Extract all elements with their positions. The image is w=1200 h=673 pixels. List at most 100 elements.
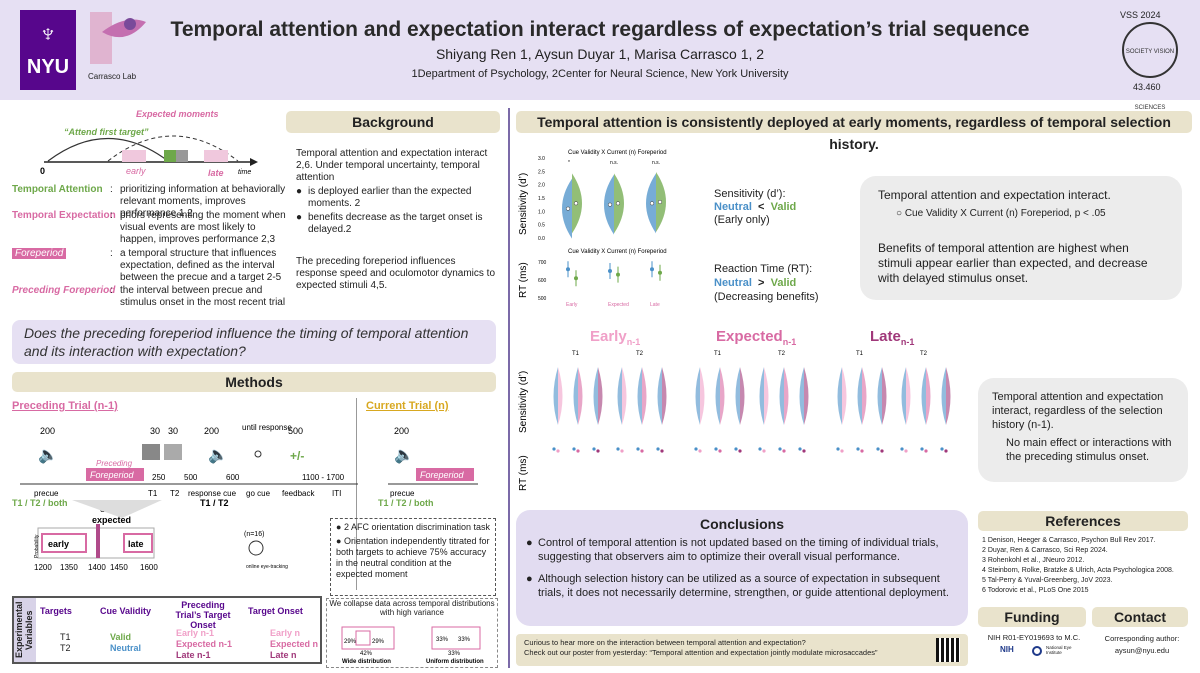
small-violin-neutral bbox=[553, 367, 558, 425]
nih-logo: NIH bbox=[1000, 645, 1014, 654]
rt-tick-500: 500 bbox=[538, 296, 547, 302]
small-rt-point-neutral bbox=[856, 447, 860, 451]
ref-6: 6 Todorovic et al., PLoS One 2015 bbox=[982, 587, 1089, 594]
carrasco-lab-logo: Carrasco Lab bbox=[88, 10, 148, 81]
nei-eye-icon bbox=[1032, 646, 1042, 656]
n1-charts: Sensitivity (d’) RT (ms) T1 T2 T1 T2 T1 T2 bbox=[518, 351, 951, 491]
small-rt-point bbox=[904, 449, 908, 453]
probability-label: Probability bbox=[34, 534, 40, 558]
def-text-2: priors representing the moment when visu… bbox=[120, 210, 286, 245]
rt-points: 700 600 500 Early Expected Late bbox=[538, 260, 662, 308]
small-violin-valid bbox=[906, 367, 911, 425]
panel-target-label: T2 bbox=[636, 351, 644, 357]
result-box-1: Temporal attention and expectation inter… bbox=[860, 176, 1182, 300]
preceding-label: Preceding bbox=[96, 459, 133, 468]
mean-neutral-early bbox=[565, 206, 571, 211]
feedback-icon: +/- bbox=[290, 449, 304, 463]
y-tick-1.0: 1.0 bbox=[538, 209, 545, 215]
small-rt-point-neutral bbox=[900, 447, 904, 451]
late-label: late bbox=[208, 168, 224, 178]
current-foreperiod-text: Foreperiod bbox=[420, 470, 465, 480]
rt-tick-700: 700 bbox=[538, 260, 547, 266]
y-ticks: 3.0 2.5 2.0 1.5 1.0 0.5 0.0 bbox=[538, 156, 545, 242]
small-rt-point-neutral bbox=[656, 447, 660, 451]
lab-name: Carrasco Lab bbox=[88, 72, 137, 81]
time-response: until response bbox=[242, 423, 292, 432]
def-term-3: Foreperiod bbox=[12, 248, 117, 260]
grant-text: NIH R01-EY019693 to M.C. bbox=[987, 633, 1081, 642]
distribution-icons: 29% 29% 42% Wide distribution 33% 33% 33… bbox=[341, 626, 484, 665]
targets-label: T1 / T2 / both bbox=[12, 498, 68, 508]
small-rt-point-neutral bbox=[572, 447, 576, 451]
small-rt-point bbox=[660, 449, 664, 453]
preceding-foreperiod-text: Foreperiod bbox=[90, 470, 135, 480]
axis-1350: 1350 bbox=[60, 563, 78, 572]
uniform-dist-icon bbox=[431, 626, 481, 650]
contact-email[interactable]: aysun@nyu.edu bbox=[1114, 646, 1170, 655]
grating-t1-icon bbox=[142, 444, 160, 460]
def-term-1: Temporal Attention bbox=[12, 184, 103, 195]
sig-expected: n.s. bbox=[610, 160, 618, 166]
current-foreperiod-box bbox=[416, 468, 474, 481]
small-violin-neutral bbox=[779, 367, 784, 425]
attend-first-label: “Attend first target” bbox=[64, 127, 149, 137]
conclusions-heading: Conclusions bbox=[699, 516, 784, 532]
axis-1600: 1600 bbox=[140, 563, 158, 572]
funding-heading: Funding bbox=[978, 607, 1086, 627]
label-current-precue: precue bbox=[390, 489, 415, 498]
small-rt-point-neutral bbox=[714, 447, 718, 451]
curr-trial-label: Current Trial (n) bbox=[366, 400, 449, 412]
label-respcue: response cue bbox=[188, 489, 237, 498]
conclusions-box: Conclusions ● Control of temporal attenti… bbox=[516, 510, 968, 626]
ref-2: 2 Duyar, Ren & Carrasco, Sci Rep 2024. bbox=[982, 547, 1108, 554]
qr-code-icon[interactable] bbox=[936, 638, 960, 662]
pct-uni-3: 33% bbox=[448, 651, 461, 657]
time-feedback: 500 bbox=[288, 426, 303, 436]
early-dist-label: early bbox=[48, 539, 69, 549]
background-bullet-1: ● is deployed earlier than the expected m… bbox=[296, 186, 472, 209]
small-violin-neutral bbox=[573, 367, 578, 425]
small-rt-point bbox=[718, 449, 722, 453]
box2-text-1: Temporal attention and expectation inter… bbox=[992, 391, 1164, 431]
poster-header bbox=[0, 0, 1200, 100]
label-gocue: go cue bbox=[246, 489, 271, 498]
early-dist bbox=[41, 533, 87, 553]
conference-label: VSS 2024 bbox=[1120, 10, 1161, 20]
small-rt-point bbox=[556, 449, 560, 453]
small-rt-point bbox=[924, 449, 928, 453]
panel-target-label: T2 bbox=[778, 351, 786, 357]
mean-valid-late bbox=[657, 199, 663, 205]
rt-neutral-early bbox=[566, 267, 570, 272]
pct-uni-1: 33% bbox=[436, 637, 449, 643]
mean-neutral-late bbox=[649, 201, 655, 206]
small-rt-point bbox=[640, 449, 644, 453]
poster-title: Temporal attention and expectation inter… bbox=[170, 18, 1030, 41]
axis-1450: 1450 bbox=[110, 563, 128, 572]
uniform-label: Uniform distribution bbox=[426, 659, 484, 665]
column-divider bbox=[508, 108, 510, 668]
small-rt-point-neutral bbox=[694, 447, 698, 451]
conclusion-1: ● Control of temporal attention is not up… bbox=[526, 537, 939, 563]
cond-expected: Expectedn-1 bbox=[716, 328, 797, 347]
results-heading: Temporal attention is consistently deplo… bbox=[516, 111, 1192, 152]
small-violin-valid bbox=[558, 367, 563, 425]
expected-moments-label: Expected moments bbox=[136, 109, 219, 119]
conclusion-2: ● Although selection history can be utili… bbox=[526, 573, 949, 599]
late-dist bbox=[123, 533, 153, 553]
speaker-icon: 🔈 bbox=[208, 447, 228, 464]
small-violin-valid bbox=[784, 367, 789, 425]
small-rt-point bbox=[880, 449, 884, 453]
small-rt-point bbox=[802, 449, 806, 453]
methods-heading: Methods bbox=[12, 372, 496, 392]
mean-valid-early bbox=[573, 201, 579, 206]
small-violin-neutral bbox=[857, 367, 862, 425]
collapse-box: We collapse data across temporal distrib… bbox=[326, 598, 498, 668]
small-rt-point bbox=[698, 449, 702, 453]
small-violin-neutral bbox=[759, 367, 764, 425]
label-t1: T1 bbox=[148, 489, 158, 498]
small-rt-point-neutral bbox=[592, 447, 596, 451]
small-rt-point bbox=[860, 449, 864, 453]
prev-trial-label: Preceding Trial (n-1) bbox=[12, 400, 118, 412]
t2-marker bbox=[176, 150, 188, 162]
pct-wide-1: 29% bbox=[344, 639, 357, 645]
